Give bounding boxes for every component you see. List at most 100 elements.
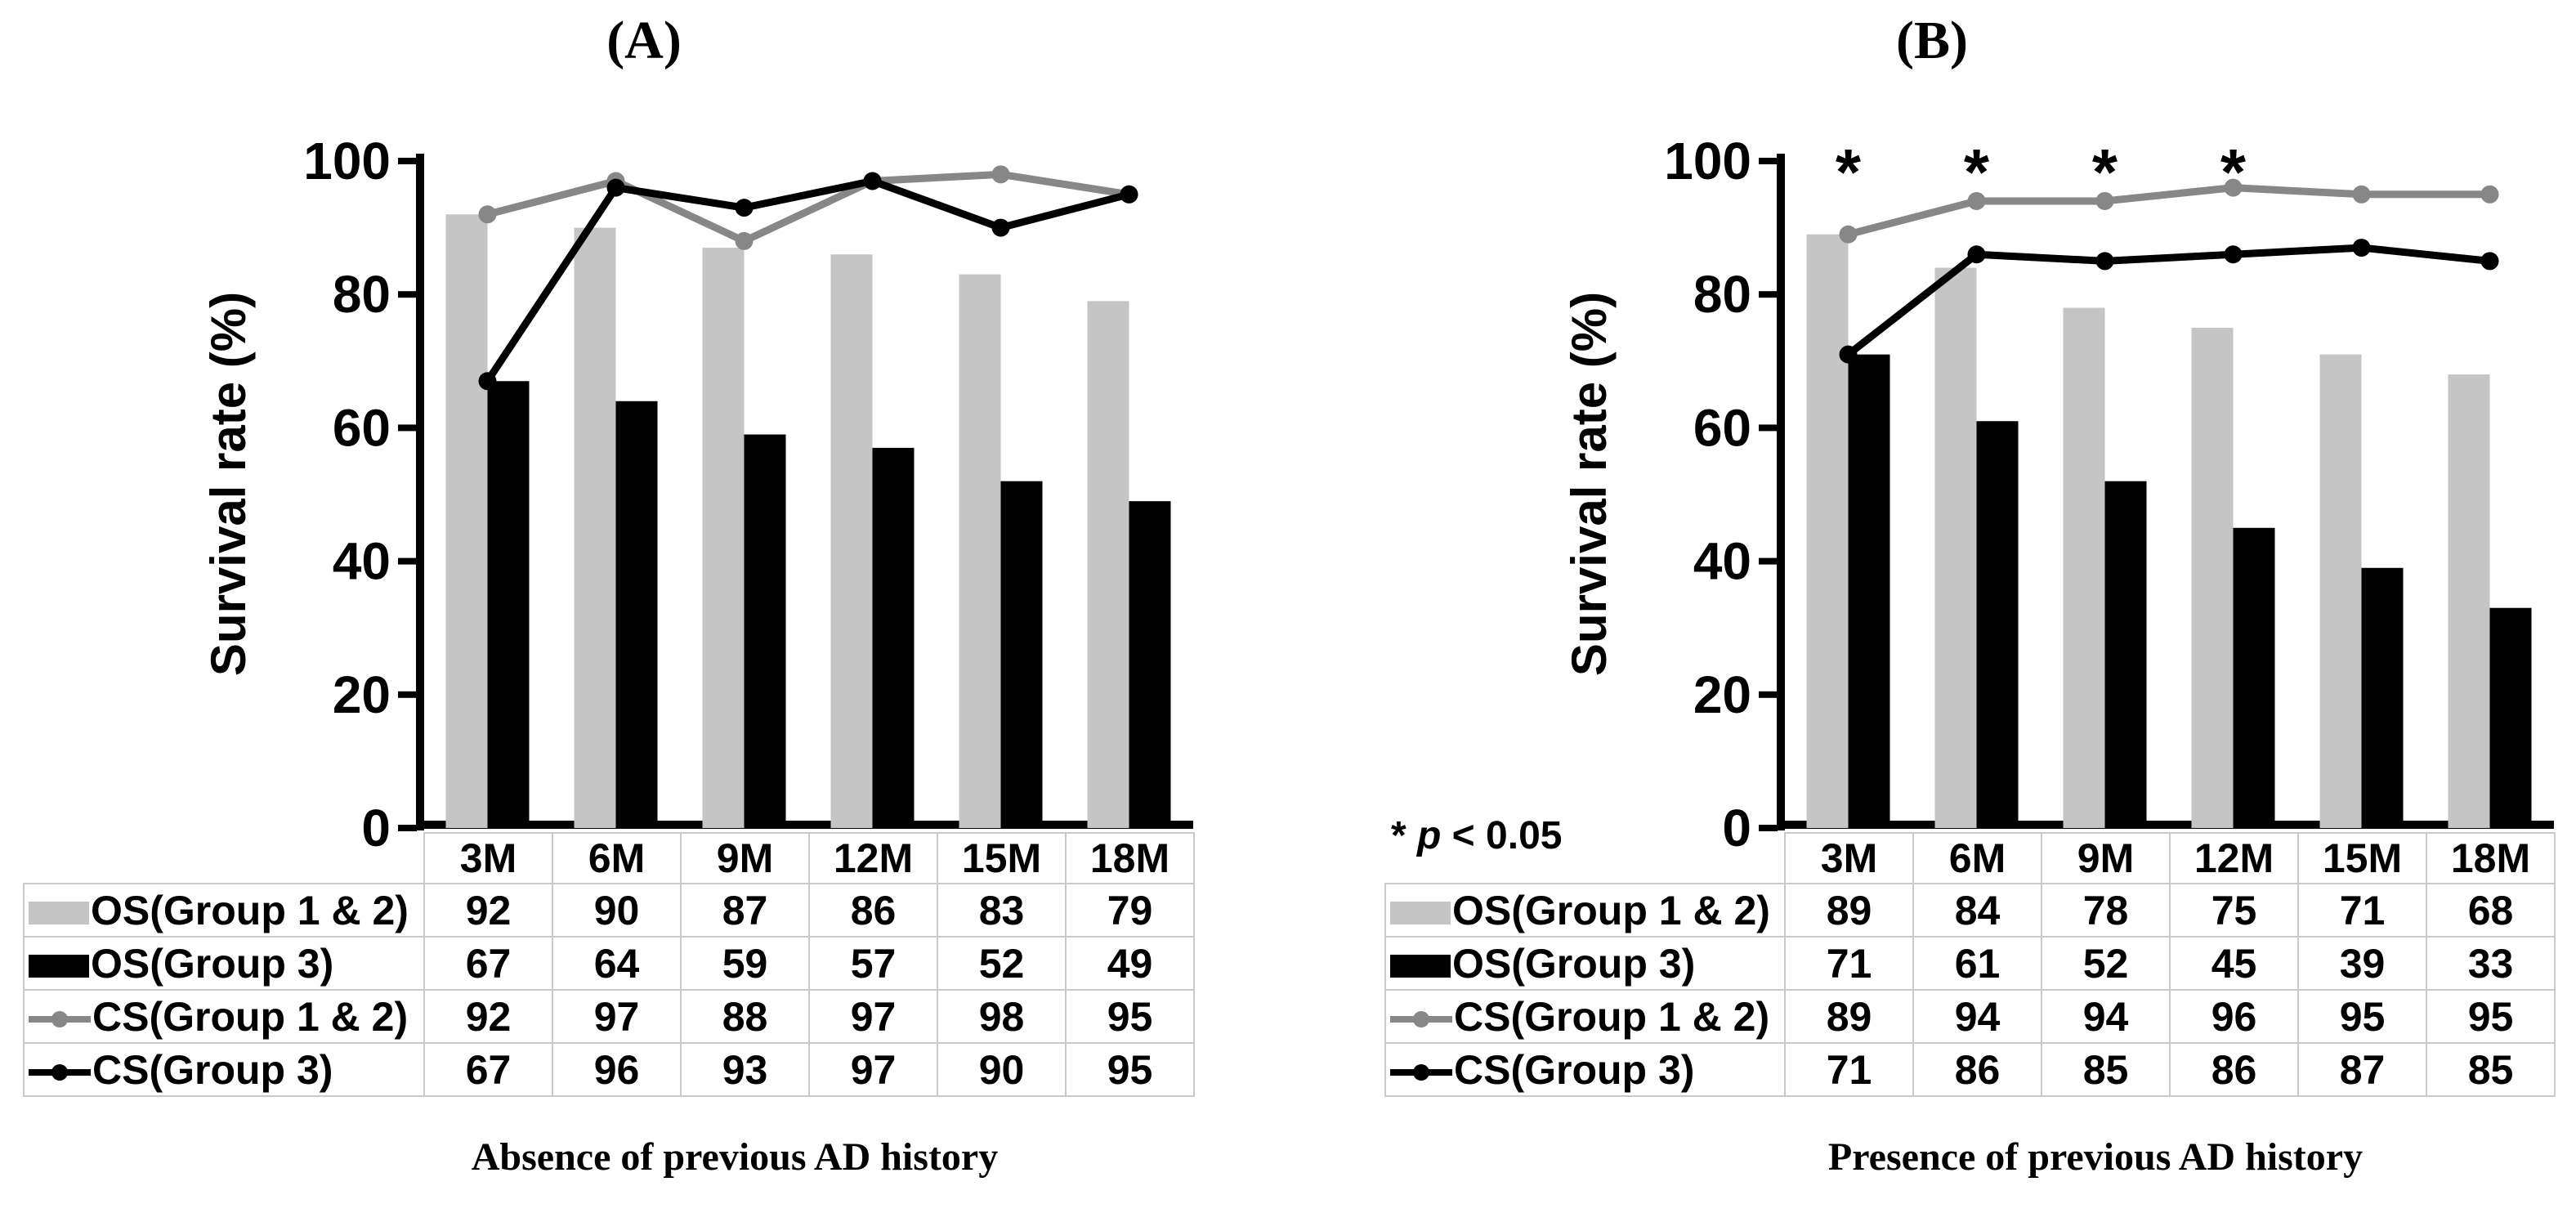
bar: [445, 214, 488, 828]
significance-asterisk: *: [1836, 136, 1862, 208]
series-label: CS(Group 1 & 2): [1454, 993, 1770, 1040]
bar: [702, 248, 745, 829]
value-cell: 68: [2426, 883, 2556, 938]
legend-cell: CS(Group 1 & 2): [1384, 989, 1786, 1044]
y-tick: [398, 158, 417, 164]
legend-marker: [51, 1064, 68, 1081]
panel-a: (A) Survival rate (%) 0 20 40 60 80 100 3M 6M 9M…: [23, 11, 1195, 1179]
y-tick: [398, 557, 417, 565]
column-header: 12M: [2169, 832, 2299, 884]
bar: [872, 447, 915, 828]
line-legend-swatch: [1390, 1007, 1452, 1032]
y-tick-label: 100: [1664, 132, 1751, 190]
y-tick-label: 40: [1693, 532, 1751, 591]
series-label: CS(Group 3): [1454, 1046, 1695, 1093]
y-tick-label: 40: [333, 532, 391, 591]
table-corner-blank: [24, 833, 424, 884]
bar: [1848, 354, 1890, 828]
table-header-row: 3M 6M 9M 12M 15M 18M: [24, 832, 1195, 884]
marker: [2352, 239, 2371, 257]
series-label: OS(Group 3): [1452, 940, 1696, 987]
value-cell: 85: [2426, 1042, 2556, 1097]
line: [1847, 184, 2490, 239]
y-tick: [1759, 691, 1778, 698]
bar: [1806, 234, 1849, 828]
value-cell: 71: [1784, 936, 1914, 991]
table-row: OS(Group 1 & 2) 89 84 78 75 71 68: [1384, 883, 2556, 938]
value-cell: 88: [680, 989, 810, 1044]
legend-cell: CS(Group 3): [1384, 1042, 1786, 1097]
line: [484, 177, 1130, 383]
marker: [2224, 245, 2243, 264]
marker: [1967, 245, 1986, 264]
marker: [1839, 225, 1858, 244]
y-tick-label: 60: [333, 398, 391, 457]
data-table-a-wrap: 3M 6M 9M 12M 15M 18M OS(Group 1 & 2) 92 90 87 86 83…: [23, 832, 1195, 1097]
marker: [863, 172, 882, 190]
significance-asterisk: *: [2220, 136, 2247, 208]
value-cell: 67: [423, 1042, 553, 1097]
legend-cell: OS(Group 1 & 2): [1384, 883, 1786, 938]
y-tick: [398, 825, 417, 831]
value-cell: 52: [937, 936, 1067, 991]
significance-asterisk: *: [2092, 136, 2118, 208]
value-cell: 39: [2297, 936, 2427, 991]
y-tick: [1759, 158, 1778, 164]
value-cell: 52: [2041, 936, 2171, 991]
y-tick: [1759, 424, 1778, 432]
bar: [1000, 481, 1043, 828]
bar: [1087, 301, 1129, 828]
series-label: CS(Group 3): [92, 1046, 333, 1093]
significance-p: p: [1417, 814, 1442, 857]
bar: [487, 381, 530, 828]
line-legend-swatch: [29, 1007, 91, 1032]
series-label: OS(Group 3): [91, 940, 334, 987]
y-tick-label: 0: [1722, 799, 1751, 857]
column-header: 3M: [423, 832, 553, 884]
value-cell: 71: [1784, 1042, 1914, 1097]
bar-legend-swatch: [1390, 955, 1451, 978]
survival-chart-a: Survival rate (%) 0 20 40 60 80 100: [201, 132, 1193, 857]
line: [486, 170, 1130, 245]
value-cell: 94: [1912, 989, 2042, 1044]
table-row: CS(Group 1 & 2) 89 94 94 96 95 95: [1384, 989, 2556, 1044]
value-cell: 95: [1065, 989, 1195, 1044]
bar: [830, 254, 873, 828]
series-label: CS(Group 1 & 2): [92, 993, 409, 1040]
value-cell: 87: [2297, 1042, 2427, 1097]
table-row: OS(Group 1 & 2) 92 90 87 86 83 79: [23, 883, 1195, 938]
bar: [2063, 307, 2105, 828]
significance-star: *: [1391, 814, 1418, 857]
table-row: OS(Group 3) 67 64 59 57 52 49: [23, 936, 1195, 991]
marker: [478, 372, 497, 391]
bar: [2104, 481, 2147, 828]
column-header: 3M: [1784, 832, 1914, 884]
value-cell: 95: [2297, 989, 2427, 1044]
survival-chart-b: Survival rate (%) 0 20 40 60 80 100 * * * *: [1562, 132, 2554, 857]
legend-cell: CS(Group 3): [23, 1042, 425, 1097]
column-header: 6M: [552, 832, 682, 884]
value-cell: 45: [2169, 936, 2299, 991]
value-cell: 64: [552, 936, 682, 991]
bar: [1976, 421, 2019, 828]
bar: [2489, 607, 2532, 828]
legend-cell: OS(Group 3): [1384, 936, 1786, 991]
y-tick: [1759, 557, 1778, 565]
legend-marker: [51, 1011, 68, 1028]
series-label: OS(Group 1 & 2): [1452, 887, 1770, 933]
y-tick-label: 20: [333, 665, 391, 724]
value-cell: 92: [423, 989, 553, 1044]
bar: [1129, 501, 1171, 828]
bar: [2191, 328, 2234, 828]
legend-cell: OS(Group 3): [23, 936, 425, 991]
value-cell: 92: [423, 883, 553, 938]
table-row: CS(Group 3) 71 86 85 86 87 85: [1384, 1042, 2556, 1097]
value-cell: 83: [937, 883, 1067, 938]
panel-a-title: (A): [606, 11, 682, 70]
value-cell: 87: [680, 883, 810, 938]
line: [1845, 244, 2490, 358]
column-header: 15M: [937, 832, 1067, 884]
bar: [615, 401, 658, 828]
value-cell: 86: [808, 883, 938, 938]
value-cell: 75: [2169, 883, 2299, 938]
